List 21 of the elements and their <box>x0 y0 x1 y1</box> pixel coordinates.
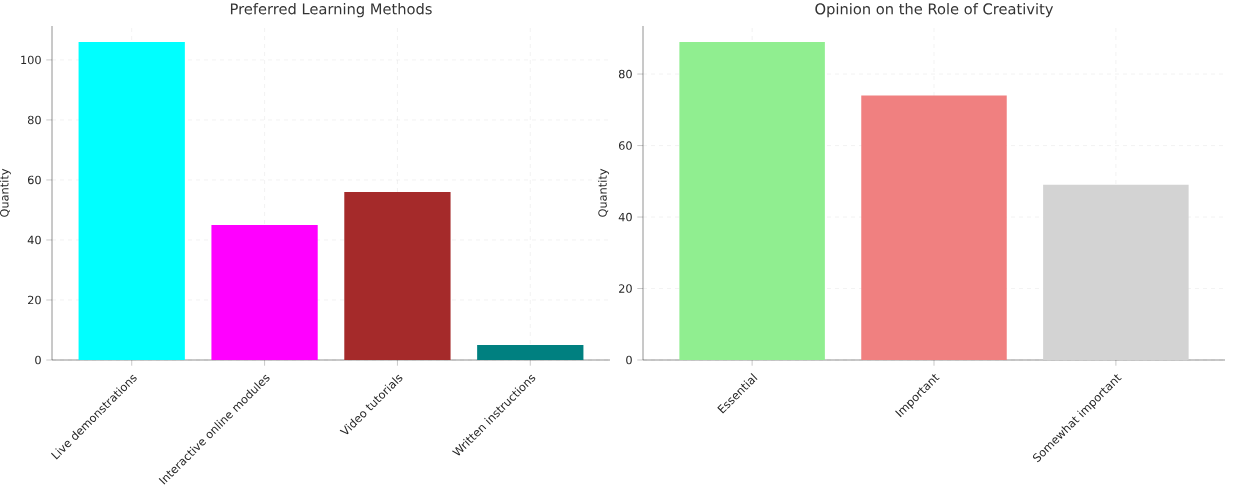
bar <box>861 95 1007 360</box>
bar <box>344 191 451 360</box>
y-axis-title: Quantity <box>0 168 11 217</box>
y-tick-label: 20 <box>28 295 41 305</box>
chart-title: Opinion on the Role of Creativity <box>815 3 1054 18</box>
chart-title: Preferred Learning Methods <box>230 3 432 18</box>
y-tick-label: 60 <box>27 175 41 185</box>
y-tick-label: 100 <box>21 55 41 65</box>
bar <box>211 224 318 360</box>
bar <box>679 41 825 360</box>
y-tick-label: 20 <box>619 284 632 293</box>
y-tick-label: 60 <box>618 141 632 150</box>
bar <box>477 345 584 360</box>
y-tick-label: 0 <box>626 355 632 365</box>
bar <box>78 41 185 360</box>
y-tick-label: 80 <box>618 69 632 79</box>
y-axis-title: Quantity <box>598 168 610 217</box>
y-tick-label: 0 <box>35 355 41 365</box>
y-tick-label: 40 <box>27 235 41 245</box>
y-tick-label: 80 <box>27 115 41 125</box>
y-tick-label: 40 <box>618 212 632 222</box>
